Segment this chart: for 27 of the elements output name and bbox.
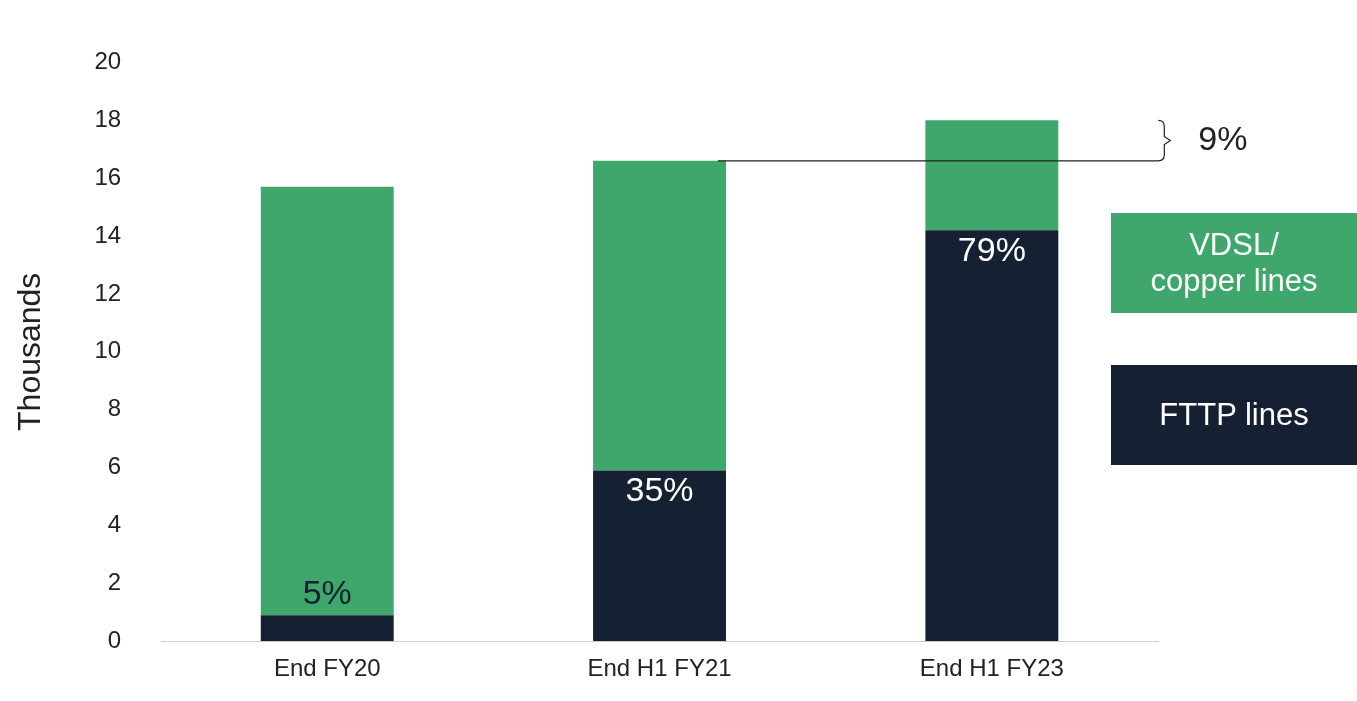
y-tick-label: 20 [94, 47, 122, 75]
y-tick-label: 6 [107, 452, 122, 480]
y-tick-label: 4 [107, 510, 122, 538]
y-tick-label: 10 [94, 336, 122, 364]
y-tick-label: 2 [107, 567, 122, 595]
y-tick-label: 18 [94, 104, 122, 132]
bar [593, 470, 727, 642]
y-tick-label: 14 [94, 220, 122, 248]
x-tick-label: End H1 FY23 [919, 654, 1064, 682]
bar [260, 186, 394, 616]
annotation: 5% [302, 572, 352, 611]
x-tick-label: End H1 FY21 [587, 654, 732, 682]
text: FTTP lines [1111, 365, 1357, 465]
bar [925, 230, 1059, 642]
bar [260, 615, 394, 642]
annotation: 35% [625, 469, 694, 508]
y-axis-title: Thousands [11, 272, 48, 431]
y-tick-label: 16 [94, 162, 122, 190]
text: VDSL/ copper lines [1111, 213, 1357, 313]
text: 9% [1198, 118, 1248, 157]
y-tick-label: 12 [94, 278, 122, 306]
y-tick-label: 0 [107, 625, 122, 653]
y-tick-label: 8 [107, 394, 122, 422]
bar [593, 160, 727, 471]
bar [925, 120, 1059, 231]
annotation: 79% [957, 229, 1026, 268]
x-tick-label: End FY20 [273, 654, 381, 682]
